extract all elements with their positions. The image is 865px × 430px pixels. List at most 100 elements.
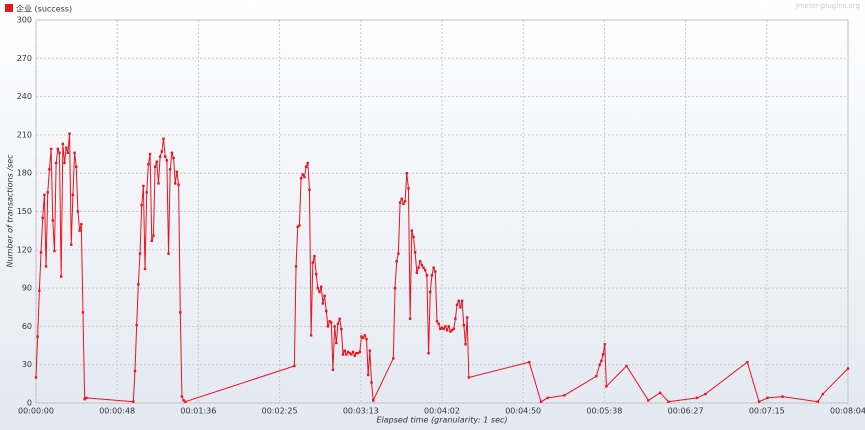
point: [402, 202, 405, 206]
point: [145, 191, 148, 194]
point: [320, 285, 323, 289]
point: [605, 385, 608, 388]
point: [301, 173, 304, 176]
point: [427, 352, 430, 355]
point: [444, 325, 447, 328]
point: [68, 132, 71, 135]
point: [345, 353, 348, 356]
point: [184, 400, 187, 403]
point: [821, 392, 825, 396]
point: [175, 170, 179, 174]
point: [137, 283, 140, 286]
point: [80, 223, 83, 226]
y-tick-label: 240: [17, 92, 32, 101]
point: [360, 335, 363, 338]
point: [303, 175, 306, 179]
point: [816, 400, 820, 403]
point: [318, 290, 321, 294]
point: [351, 350, 355, 354]
point: [667, 400, 670, 403]
point: [432, 266, 435, 269]
point: [304, 165, 308, 169]
point: [412, 235, 415, 239]
point: [420, 263, 424, 267]
point: [133, 369, 137, 373]
point: [348, 352, 351, 355]
point: [75, 165, 78, 169]
point: [601, 353, 605, 356]
point: [781, 395, 784, 398]
legend-swatch: [5, 4, 13, 12]
point: [147, 163, 150, 166]
point: [392, 357, 395, 360]
y-tick-label: 0: [27, 399, 32, 408]
point: [766, 396, 769, 400]
point: [434, 270, 437, 273]
point: [418, 260, 422, 263]
point: [66, 151, 70, 154]
point: [455, 303, 459, 306]
point: [425, 274, 429, 277]
point: [539, 400, 543, 403]
point: [172, 156, 175, 160]
point: [397, 252, 400, 255]
y-tick-label: 60: [22, 322, 32, 331]
point: [460, 299, 464, 303]
point: [165, 159, 169, 162]
point: [174, 182, 177, 185]
point: [372, 399, 375, 402]
point: [343, 349, 346, 352]
point: [424, 269, 427, 272]
point: [170, 151, 174, 154]
point: [336, 322, 340, 326]
point: [467, 376, 471, 379]
point: [457, 299, 460, 303]
y-tick-label: 90: [22, 284, 32, 293]
point: [410, 229, 414, 232]
point: [36, 335, 39, 338]
point: [182, 399, 185, 402]
y-tick-label: 210: [17, 130, 32, 139]
y-tick-label: 120: [17, 245, 32, 254]
x-tick-label: 00:05:38: [586, 407, 622, 416]
point: [445, 329, 449, 332]
point: [704, 392, 707, 396]
point: [370, 381, 373, 384]
point: [422, 266, 425, 269]
point: [306, 161, 309, 165]
point: [83, 397, 86, 401]
y-tick-label: 300: [17, 16, 32, 25]
point: [140, 203, 143, 207]
point: [309, 334, 313, 337]
point: [452, 327, 455, 331]
y-tick-label: 150: [17, 207, 32, 216]
x-tick-label: 00:06:27: [668, 407, 704, 416]
point: [180, 395, 184, 398]
point: [368, 349, 372, 352]
point: [658, 391, 662, 394]
point: [528, 360, 531, 364]
point: [350, 353, 353, 356]
point: [71, 193, 75, 197]
point: [167, 252, 170, 255]
point: [150, 239, 153, 243]
point: [48, 168, 51, 171]
point: [163, 155, 167, 158]
point: [353, 354, 356, 357]
point: [465, 316, 469, 319]
point: [143, 267, 147, 271]
point: [439, 327, 442, 331]
point: [415, 271, 419, 274]
point: [49, 147, 53, 151]
point: [293, 364, 296, 368]
point: [408, 317, 412, 320]
point: [43, 193, 46, 197]
point: [81, 311, 85, 314]
point: [430, 274, 434, 277]
point: [346, 350, 350, 354]
point: [314, 272, 318, 276]
point: [44, 265, 48, 268]
legend-label: 企业 (success): [16, 4, 72, 14]
point: [449, 330, 452, 333]
